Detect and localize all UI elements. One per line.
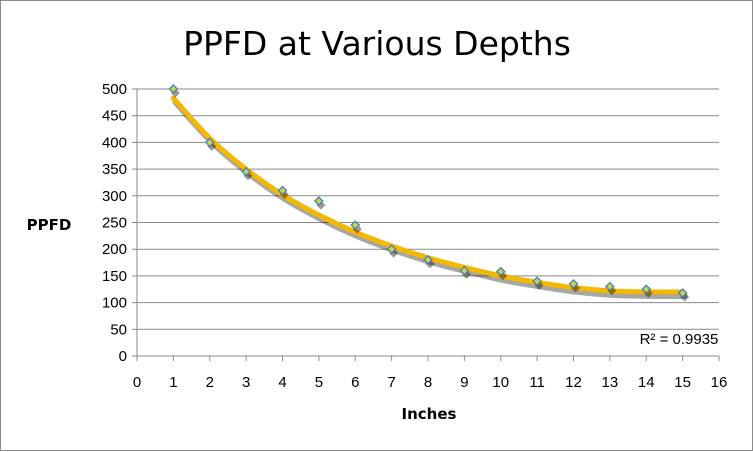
x-tick-label-0: 0 xyxy=(133,374,141,391)
y-tick-label-10: 500 xyxy=(102,81,127,98)
data-point-9 xyxy=(495,266,506,277)
data-point-13 xyxy=(641,284,652,295)
y-tick-label-9: 450 xyxy=(102,108,127,125)
x-tick-label-1: 1 xyxy=(169,374,177,391)
data-point-12 xyxy=(604,281,615,292)
axes xyxy=(132,88,720,361)
data-point-3 xyxy=(277,185,288,196)
x-tick-label-10: 10 xyxy=(492,374,509,391)
x-axis-title: Inches xyxy=(402,405,457,423)
y-tick-label-5: 250 xyxy=(102,215,127,232)
r-squared-label: R² = 0.9935 xyxy=(640,331,719,348)
x-tick-label-6: 6 xyxy=(351,374,359,391)
y-tick-label-2: 100 xyxy=(102,295,127,312)
y-tick-label-0: 0 xyxy=(119,348,127,365)
y-tick-label-7: 350 xyxy=(102,161,127,178)
data-point-5 xyxy=(350,220,361,231)
x-tick-label-2: 2 xyxy=(206,374,214,391)
data-point-7 xyxy=(423,254,433,265)
data-points xyxy=(168,84,690,302)
x-tick-label-14: 14 xyxy=(638,374,655,391)
y-tick-label-1: 50 xyxy=(110,321,127,338)
x-tick-label-5: 5 xyxy=(315,374,323,391)
x-tick-label-11: 11 xyxy=(529,374,545,391)
gridlines xyxy=(137,88,719,330)
x-tick-label-15: 15 xyxy=(674,374,691,391)
data-point-2 xyxy=(241,166,252,177)
y-tick-label-6: 300 xyxy=(102,188,127,205)
x-tick-label-8: 8 xyxy=(424,374,432,391)
x-tick-label-3: 3 xyxy=(242,374,250,391)
data-point-6 xyxy=(386,244,397,255)
data-point-14 xyxy=(677,288,688,298)
x-tick-label-4: 4 xyxy=(278,374,286,391)
x-tick-label-16: 16 xyxy=(711,374,728,391)
x-tick-label-7: 7 xyxy=(387,374,395,391)
y-tick-label-4: 200 xyxy=(102,241,127,258)
data-point-0 xyxy=(168,84,179,94)
data-point-10 xyxy=(532,276,543,287)
chart-title: PPFD at Various Depths xyxy=(183,24,571,63)
y-tick-label-3: 150 xyxy=(102,268,127,285)
data-point-4 xyxy=(313,196,324,207)
y-tick-label-8: 400 xyxy=(102,134,127,151)
data-point-11 xyxy=(568,278,579,289)
data-point-1 xyxy=(204,137,215,148)
x-tick-label-9: 9 xyxy=(460,374,468,391)
x-tick-label-13: 13 xyxy=(602,374,619,391)
x-tick-label-12: 12 xyxy=(565,374,582,391)
y-axis-title: PPFD xyxy=(27,216,72,234)
data-point-8 xyxy=(459,265,470,276)
